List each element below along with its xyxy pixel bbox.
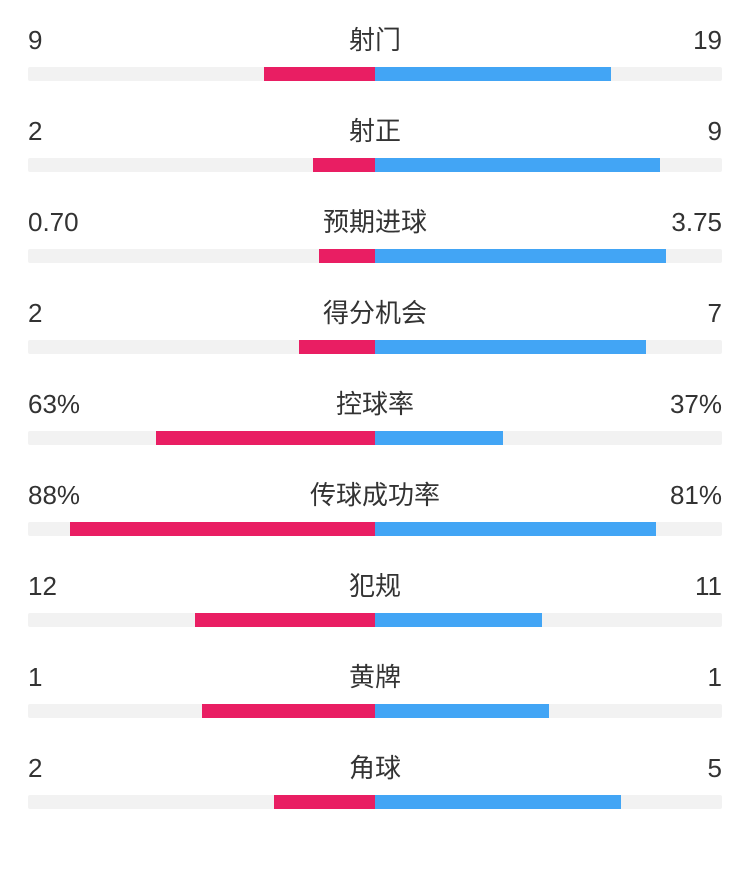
stat-left-value: 2 — [28, 116, 88, 147]
stat-row: 9射门19 — [28, 20, 722, 81]
stat-row: 63%控球率37% — [28, 384, 722, 445]
stat-right-value: 19 — [662, 25, 722, 56]
stat-right-value: 9 — [662, 116, 722, 147]
stat-name: 黄牌 — [88, 657, 662, 694]
stat-bar-left — [274, 795, 375, 809]
stat-right-value: 37% — [662, 389, 722, 420]
stat-bar-left — [299, 340, 375, 354]
stat-left-value: 63% — [28, 389, 88, 420]
stat-left-value: 9 — [28, 25, 88, 56]
stat-name: 得分机会 — [88, 293, 662, 330]
stat-bar-left — [70, 522, 375, 536]
stat-left-value: 12 — [28, 571, 88, 602]
stat-bar-track — [28, 795, 722, 809]
stat-bar-right — [375, 431, 503, 445]
stat-bar-right — [375, 158, 660, 172]
stat-bar-left — [313, 158, 375, 172]
stat-bar-right — [375, 340, 646, 354]
stat-right-value: 11 — [662, 571, 722, 602]
stat-bar-right — [375, 67, 611, 81]
stat-left-value: 1 — [28, 662, 88, 693]
stat-name: 射正 — [88, 111, 662, 148]
stat-bar-right — [375, 704, 549, 718]
stat-bar-left — [319, 249, 375, 263]
stat-left-value: 0.70 — [28, 207, 88, 238]
stat-bar-track — [28, 249, 722, 263]
stat-name: 控球率 — [88, 384, 662, 421]
stat-name: 射门 — [88, 20, 662, 57]
stat-name: 预期进球 — [88, 202, 662, 239]
stat-name: 角球 — [88, 748, 662, 785]
stat-bar-left — [202, 704, 376, 718]
stat-bar-left — [156, 431, 375, 445]
stat-bar-right — [375, 795, 621, 809]
stat-row: 12犯规11 — [28, 566, 722, 627]
stat-bar-track — [28, 67, 722, 81]
match-stats-chart: 9射门192射正90.70预期进球3.752得分机会763%控球率37%88%传… — [28, 20, 722, 809]
stat-row: 2射正9 — [28, 111, 722, 172]
stat-row: 1黄牌1 — [28, 657, 722, 718]
stat-bar-track — [28, 522, 722, 536]
stat-bar-left — [195, 613, 375, 627]
stat-row: 88%传球成功率81% — [28, 475, 722, 536]
stat-bar-track — [28, 340, 722, 354]
stat-row: 2得分机会7 — [28, 293, 722, 354]
stat-bar-right — [375, 613, 542, 627]
stat-right-value: 1 — [662, 662, 722, 693]
stat-name: 犯规 — [88, 566, 662, 603]
stat-bar-right — [375, 522, 656, 536]
stat-right-value: 3.75 — [662, 207, 722, 238]
stat-name: 传球成功率 — [88, 475, 662, 512]
stat-left-value: 88% — [28, 480, 88, 511]
stat-bar-right — [375, 249, 666, 263]
stat-row: 0.70预期进球3.75 — [28, 202, 722, 263]
stat-bar-left — [264, 67, 375, 81]
stat-left-value: 2 — [28, 298, 88, 329]
stat-right-value: 81% — [662, 480, 722, 511]
stat-right-value: 5 — [662, 753, 722, 784]
stat-bar-track — [28, 613, 722, 627]
stat-right-value: 7 — [662, 298, 722, 329]
stat-left-value: 2 — [28, 753, 88, 784]
stat-bar-track — [28, 158, 722, 172]
stat-bar-track — [28, 431, 722, 445]
stat-row: 2角球5 — [28, 748, 722, 809]
stat-bar-track — [28, 704, 722, 718]
